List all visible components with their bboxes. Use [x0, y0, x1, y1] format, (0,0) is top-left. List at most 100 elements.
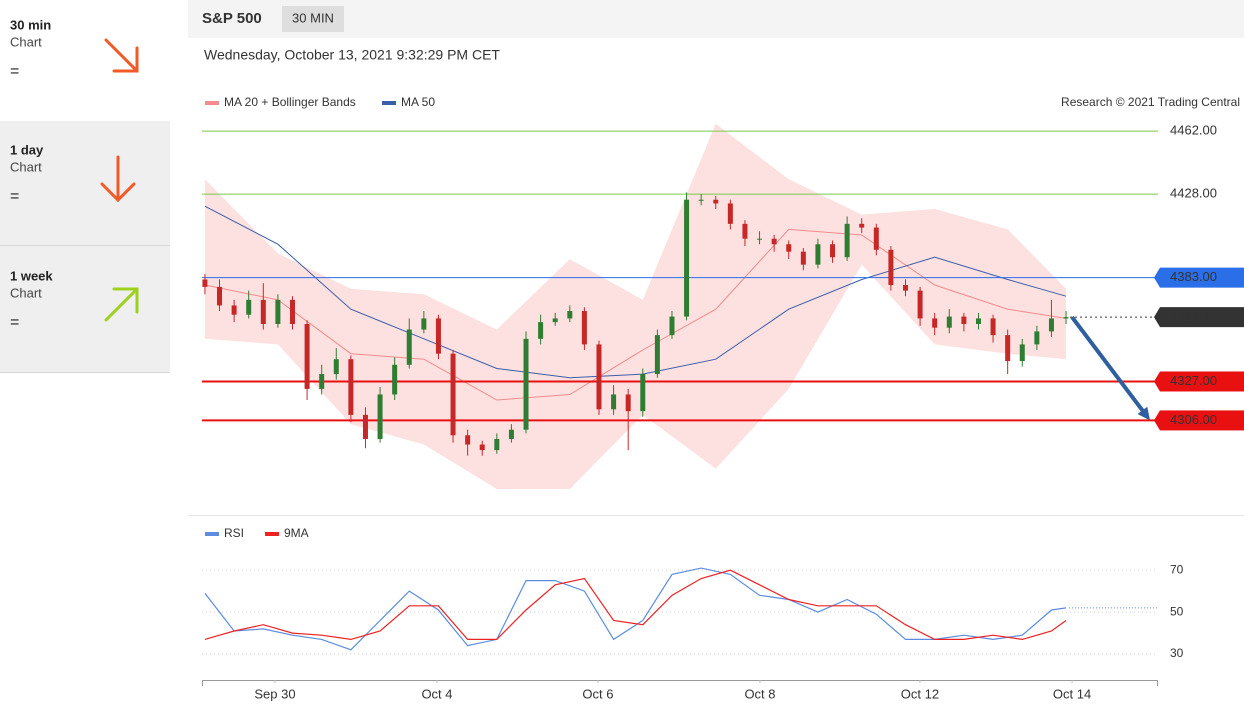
x-tick-label: Oct 8: [744, 686, 775, 701]
bollinger-band: [204, 123, 1066, 489]
candle-body: [508, 429, 514, 439]
candle-body: [830, 244, 836, 258]
target-arrow-head: [1137, 406, 1150, 421]
candle-body: [1063, 317, 1069, 319]
candle-body: [581, 311, 587, 345]
level-label-bg: [1160, 410, 1244, 431]
candle-body: [450, 353, 456, 436]
candle-body: [275, 299, 281, 324]
candle-body: [246, 299, 252, 315]
candle-body: [873, 227, 879, 250]
x-tick-label: Oct 4: [421, 686, 452, 701]
symbol: S&P 500: [202, 10, 262, 27]
candle-body: [625, 394, 631, 412]
candle-body: [757, 238, 763, 240]
label: Chart: [10, 159, 42, 174]
period: 1 day: [10, 142, 44, 157]
x-tick-label: Oct 12: [901, 686, 939, 701]
x-tick-label: Oct 14: [1053, 686, 1091, 701]
candle-body: [1005, 335, 1011, 362]
candle-body: [786, 244, 792, 252]
candle-body: [465, 435, 471, 445]
candle-body: [1048, 318, 1054, 332]
candle-body: [917, 290, 923, 319]
candle-body: [1019, 344, 1025, 362]
candle-body: [304, 323, 310, 389]
candle-body: [421, 318, 427, 330]
candle-body: [1034, 331, 1040, 345]
level-label: 4327.00: [1170, 373, 1217, 388]
level-label-tip: [1154, 267, 1160, 288]
legend-swatch: [265, 532, 279, 536]
x-tick-label: Sep 30: [254, 686, 295, 701]
candle-body: [713, 199, 719, 204]
trend-icon: [104, 287, 139, 322]
candle-body: [800, 251, 806, 265]
level-label-bg: [1160, 371, 1244, 392]
y-tick-label: 30: [1170, 646, 1184, 660]
legend-label: RSI: [224, 526, 244, 540]
level-label: 4383.00: [1170, 269, 1217, 284]
candle-body: [946, 316, 952, 328]
legend-label: MA 20 + Bollinger Bands: [224, 95, 356, 109]
candle-body: [975, 318, 981, 324]
candle-body: [611, 394, 617, 410]
candle-body: [435, 318, 441, 354]
candle-body: [698, 199, 704, 201]
rsi-chart: 30 50 70 RSI 9MA Sep 30 Oct 4 Oct 6 Oct 8 Oct 12 O…: [202, 526, 1184, 701]
y-tick-label: 70: [1170, 562, 1184, 576]
legend-label: 9MA: [284, 526, 309, 540]
candle-body: [815, 244, 821, 265]
candle-body: [377, 394, 383, 439]
candle-body: [932, 318, 938, 328]
candle-body: [552, 318, 558, 323]
candle-body: [654, 335, 660, 375]
level-label-bg: [1160, 267, 1244, 288]
candle-body: [362, 414, 368, 439]
candle-body: [771, 238, 777, 245]
label: Chart: [10, 285, 42, 300]
level-label: 4361.70: [1170, 309, 1217, 324]
y-tick-label: 50: [1170, 604, 1184, 618]
candle-body: [640, 374, 646, 412]
candle-body: [596, 344, 602, 410]
interval-bg[interactable]: [282, 6, 344, 32]
level-label: 4462.00: [1170, 123, 1217, 138]
series-line: [204, 569, 1067, 641]
sidebar-item[interactable]: 1 day Chart =: [10, 142, 136, 205]
candle-body: [289, 299, 295, 324]
level-label-tip: [1154, 307, 1160, 328]
candle-body: [479, 444, 485, 451]
header-bg: [188, 0, 1244, 38]
level-label-bg: [1160, 307, 1244, 328]
candle-body: [727, 203, 733, 224]
candle-body: [217, 286, 223, 306]
x-tick-label: Oct 6: [582, 686, 613, 701]
sidebar-bg: [0, 121, 170, 372]
candle-body: [844, 223, 850, 258]
level-label: 4306.00: [1170, 412, 1217, 427]
candle-body: [961, 316, 967, 324]
period: 1 week: [10, 268, 53, 283]
candle-body: [494, 438, 500, 451]
legend-swatch: [205, 532, 219, 536]
candle-body: [406, 329, 412, 365]
interval[interactable]: 30 MIN: [292, 10, 334, 25]
sidebar-item[interactable]: 1 week Chart =: [10, 268, 139, 331]
candle-body: [202, 279, 208, 287]
ma-line: [204, 228, 1067, 401]
sidebar-item[interactable]: 30 min Chart =: [10, 17, 139, 80]
timestamp: Wednesday, October 13, 2021 9:32:29 PM C…: [204, 47, 500, 63]
candle-body: [669, 316, 675, 336]
candle-body: [859, 223, 865, 228]
trend-icon: [100, 155, 136, 203]
candle-body: [902, 285, 908, 291]
trend-icon: [104, 38, 139, 73]
candle-body: [333, 359, 339, 375]
target-arrow: [1070, 315, 1147, 416]
candle-body: [348, 359, 354, 415]
candle-body: [888, 249, 894, 286]
sign: =: [10, 63, 19, 80]
level-label-tip: [1154, 371, 1160, 392]
